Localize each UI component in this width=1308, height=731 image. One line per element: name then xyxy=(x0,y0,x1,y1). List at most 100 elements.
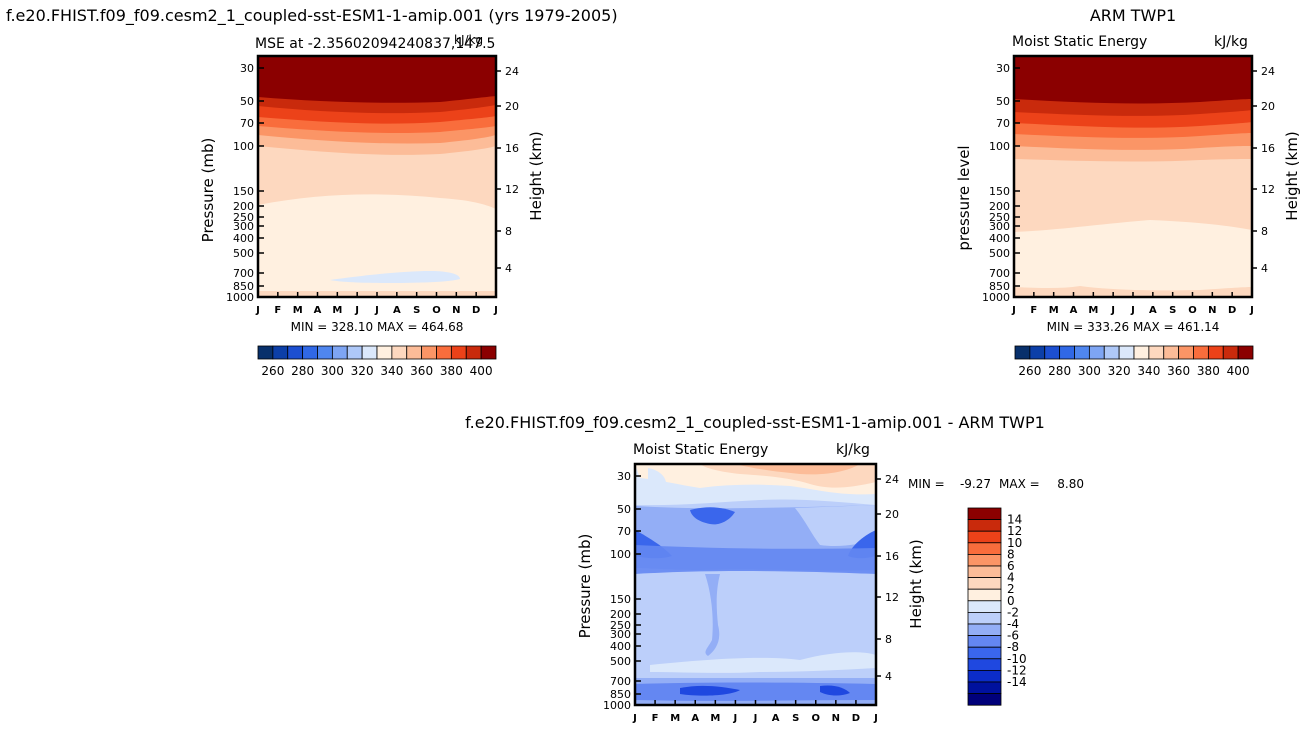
month-tick-label: O xyxy=(811,713,820,724)
colorbar-label: 380 xyxy=(440,364,463,378)
colorbar-box xyxy=(391,345,408,360)
panel1-y2label: Height (km) xyxy=(527,131,545,220)
colorbar-label: 4 xyxy=(1007,571,1015,585)
colorbar-box xyxy=(1163,345,1180,360)
month-tick-label: M xyxy=(1049,305,1059,316)
pressure-tick-label: 70 xyxy=(996,117,1010,130)
colorbar-box xyxy=(317,345,333,360)
colorbar-label: 2 xyxy=(1007,582,1015,596)
pressure-tick-label: 70 xyxy=(617,525,631,538)
pressure-tick-label: 500 xyxy=(233,247,254,260)
month-tick-label: N xyxy=(452,305,460,316)
month-tick-label: J xyxy=(753,713,758,724)
pressure-tick-label: 30 xyxy=(240,62,254,75)
panel3-min-value: -9.27 xyxy=(960,477,991,491)
colorbar-box xyxy=(361,345,378,360)
panel2-ylabel: pressure level xyxy=(955,145,973,250)
colorbar-box xyxy=(1059,345,1075,360)
colorbar-box xyxy=(1178,345,1194,360)
colorbar-box xyxy=(480,345,497,360)
colorbar-box xyxy=(967,646,1002,660)
panel1-ylabel: Pressure (mb) xyxy=(199,138,217,243)
colorbar-box xyxy=(967,530,1002,544)
colorbar-label: 6 xyxy=(1007,559,1015,573)
height-tick-label: 4 xyxy=(885,670,892,683)
height-tick-label: 24 xyxy=(885,473,899,486)
height-tick-label: 12 xyxy=(505,183,519,196)
panel2-colorbar: 260 280 300 320 340 360 380 400 xyxy=(1014,345,1254,378)
panel3-max-value: 8.80 xyxy=(1057,477,1084,491)
colorbar-label: 300 xyxy=(321,364,344,378)
pressure-tick-label: 300 xyxy=(989,220,1010,233)
height-tick-label: 12 xyxy=(1261,183,1275,196)
panel3-title: f.e20.FHIST.f09_f09.cesm2_1_coupled-sst-… xyxy=(465,413,1045,433)
panel1-colorbar: 260 280 300 320 340 360 380 400 xyxy=(257,345,497,378)
pressure-tick-label: 250 xyxy=(233,211,254,224)
pressure-tick-label: 200 xyxy=(233,200,254,213)
colorbar-box xyxy=(1222,345,1239,360)
colorbar-box xyxy=(1237,345,1254,360)
pressure-tick-label: 50 xyxy=(240,95,254,108)
panel1-contours xyxy=(258,56,496,297)
month-tick-label: J xyxy=(374,305,379,316)
colorbar-label: 340 xyxy=(1137,364,1160,378)
month-tick-label: A xyxy=(393,305,401,316)
height-tick-label: 16 xyxy=(505,142,519,155)
pressure-tick-label: 400 xyxy=(989,232,1010,245)
colorbar-label: 0 xyxy=(1007,594,1015,608)
pressure-tick-label: 100 xyxy=(233,140,254,153)
colorbar-box xyxy=(967,554,1002,567)
pressure-tick-label: 50 xyxy=(996,95,1010,108)
colorbar-box xyxy=(465,345,482,360)
colorbar-box xyxy=(967,681,1002,695)
colorbar-box xyxy=(967,600,1002,613)
month-tick-label: J xyxy=(873,713,878,724)
pressure-tick-label: 850 xyxy=(610,688,631,701)
height-tick-label: 24 xyxy=(1261,65,1275,78)
month-tick-label: J xyxy=(1249,305,1254,316)
height-tick-label: 24 xyxy=(505,65,519,78)
height-tick-label: 4 xyxy=(505,262,512,275)
colorbar-label: 320 xyxy=(1108,364,1131,378)
panel-model-mse: MSE at -2.35602094240837,147.5 kJ/kg 30 5… xyxy=(199,33,545,378)
pressure-tick-label: 150 xyxy=(989,185,1010,198)
colorbar-label: 280 xyxy=(1048,364,1071,378)
month-tick-label: D xyxy=(1228,305,1236,316)
pressure-tick-label: 250 xyxy=(610,619,631,632)
height-tick-label: 8 xyxy=(505,225,512,238)
month-tick-label: J xyxy=(733,713,738,724)
pressure-tick-label: 250 xyxy=(989,211,1010,224)
panel-difference: f.e20.FHIST.f09_f09.cesm2_1_coupled-sst-… xyxy=(465,413,1084,724)
colorbar-label: -8 xyxy=(1007,640,1019,654)
panel3-max-label: MAX = xyxy=(999,477,1040,491)
colorbar-box xyxy=(967,542,1002,555)
colorbar-box xyxy=(1044,345,1061,360)
colorbar-label: 260 xyxy=(1018,364,1041,378)
panel3-y2label: Height (km) xyxy=(907,539,925,628)
colorbar-box xyxy=(331,345,348,360)
colorbar-label: 400 xyxy=(470,364,493,378)
colorbar-box xyxy=(967,623,1002,637)
month-tick-label: A xyxy=(1149,305,1157,316)
colorbar-box xyxy=(967,507,1002,521)
pressure-tick-label: 850 xyxy=(989,280,1010,293)
pressure-tick-label: 30 xyxy=(996,62,1010,75)
panel1-stats: MIN = 328.10 MAX = 464.68 xyxy=(291,320,464,334)
colorbar-label: 380 xyxy=(1197,364,1220,378)
colorbar-box xyxy=(450,345,467,360)
colorbar-label: 320 xyxy=(351,364,374,378)
figure-title: f.e20.FHIST.f09_f09.cesm2_1_coupled-sst-… xyxy=(6,6,618,26)
colorbar-box xyxy=(967,670,1002,683)
month-tick-label: D xyxy=(852,713,860,724)
colorbar-label: -14 xyxy=(1007,675,1027,689)
month-tick-label: J xyxy=(632,713,637,724)
panel-obs-mse: ARM TWP1 Moist Static Energy kJ/kg 30 50 7… xyxy=(955,6,1301,378)
panel2-subtitle: Moist Static Energy xyxy=(1012,34,1147,50)
colorbar-label: -2 xyxy=(1007,605,1019,619)
month-tick-label: F xyxy=(1030,305,1037,316)
colorbar-label: 10 xyxy=(1007,536,1022,550)
colorbar-box xyxy=(1103,345,1120,360)
month-tick-label: O xyxy=(432,305,441,316)
